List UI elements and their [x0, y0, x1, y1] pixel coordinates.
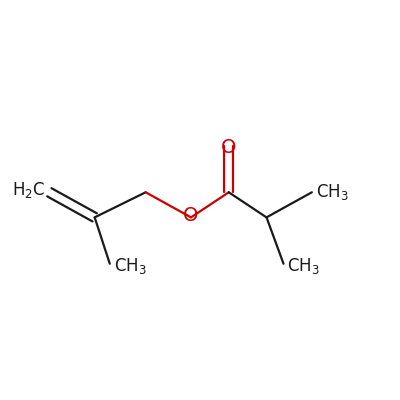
Text: CH$_3$: CH$_3$ [316, 182, 348, 202]
Text: O: O [183, 206, 199, 225]
Text: CH$_3$: CH$_3$ [114, 256, 146, 276]
Text: CH$_3$: CH$_3$ [287, 256, 320, 276]
Text: H$_2$C: H$_2$C [12, 180, 46, 200]
Text: O: O [221, 138, 236, 157]
